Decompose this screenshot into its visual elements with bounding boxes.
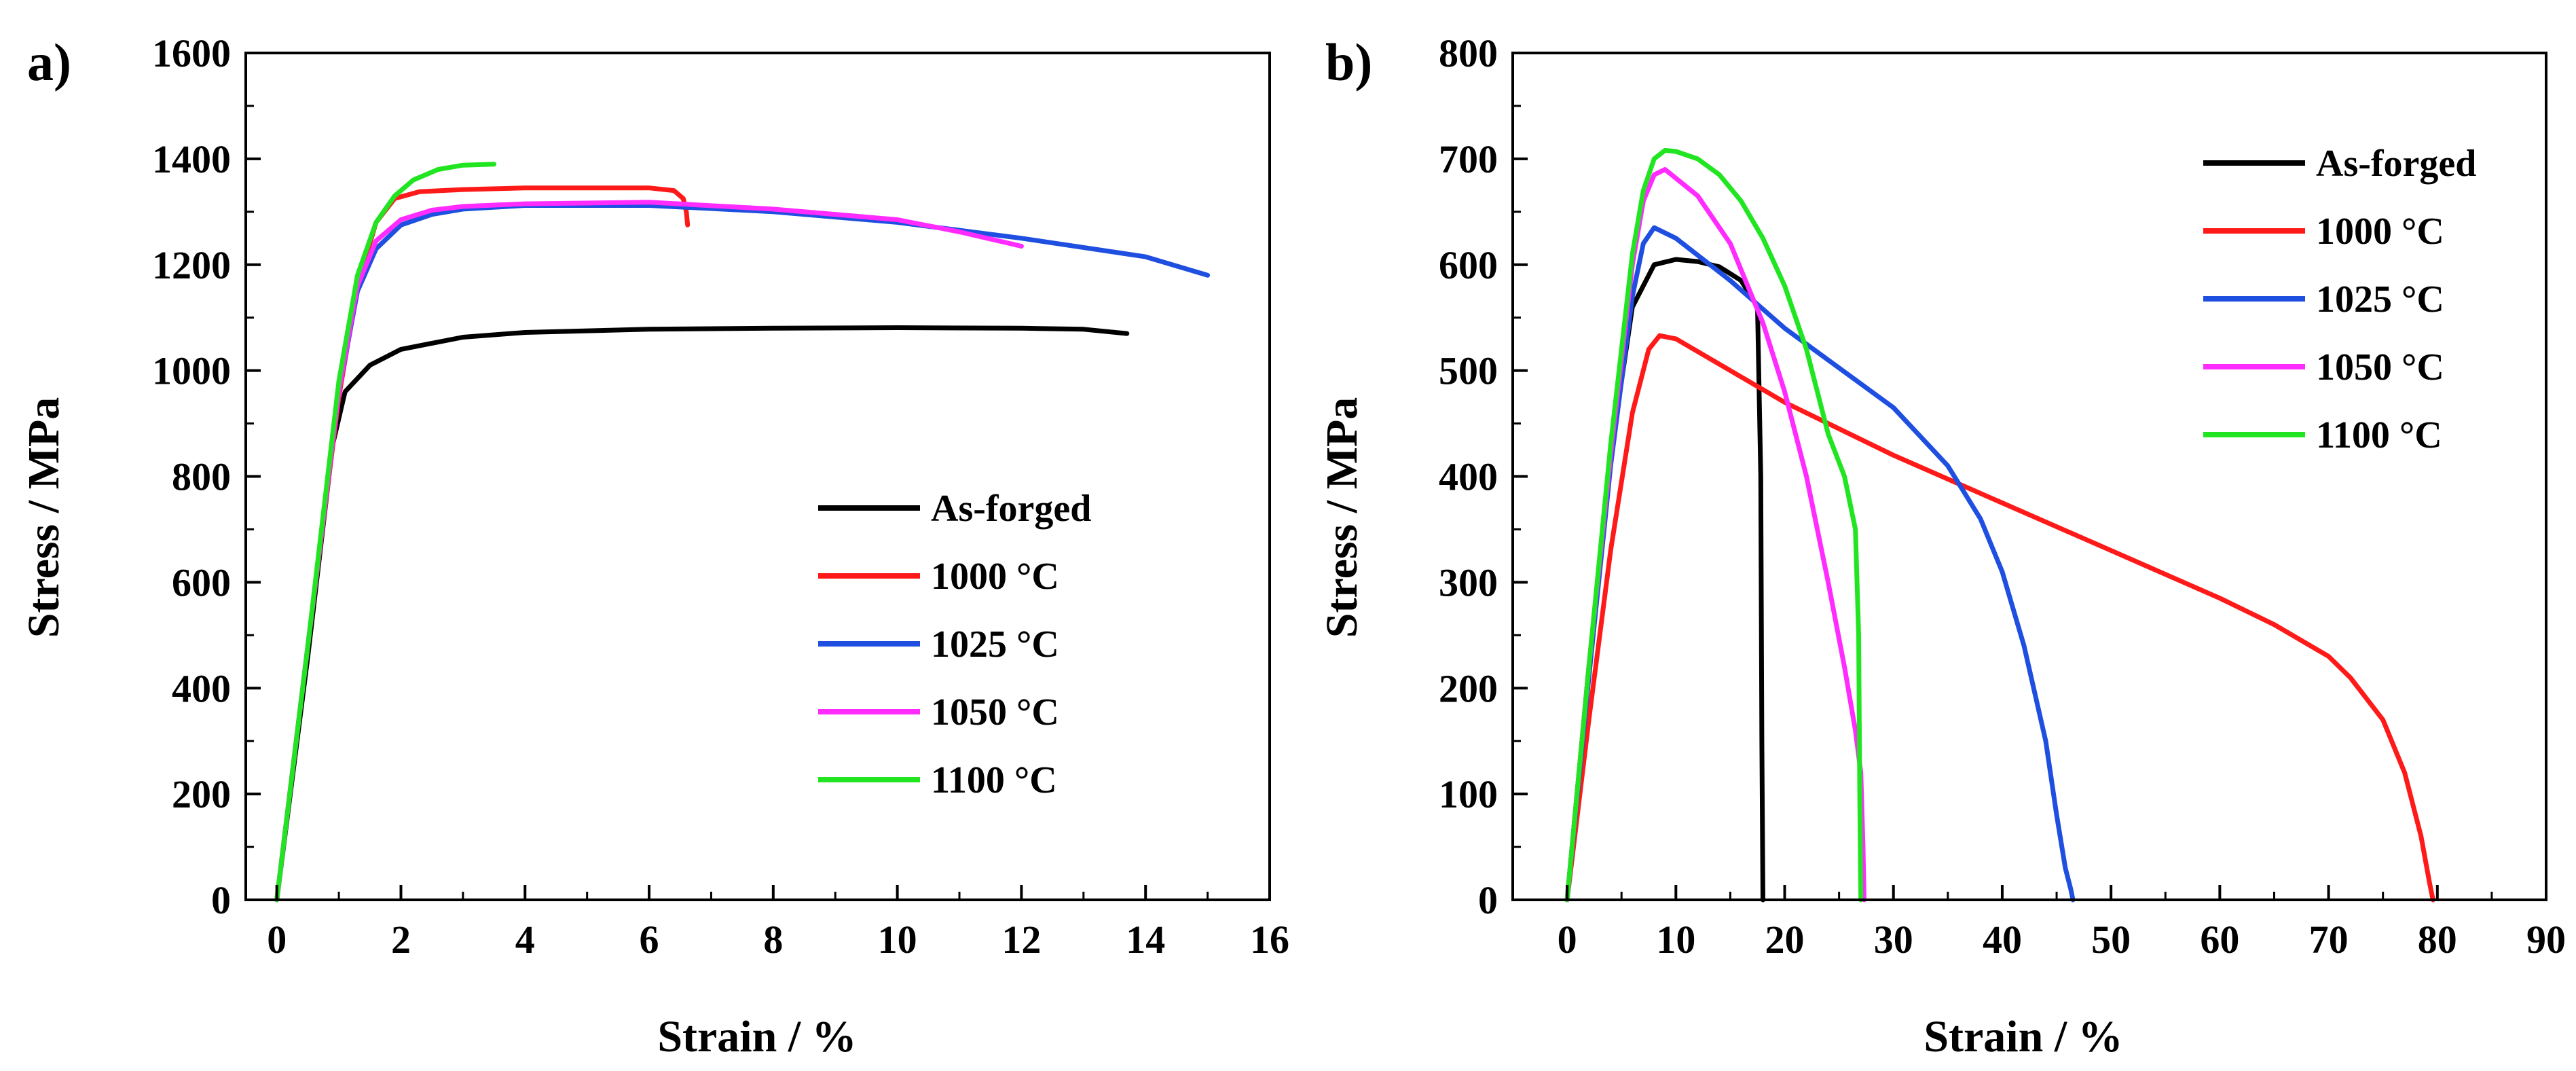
series-group-b <box>1564 147 2435 903</box>
legend-b: As-forged 1000 °C 1025 °C 1050 °C 1100 °C <box>2203 143 2476 456</box>
chart-panel-a: a) 0 200 400 600 800 1000 1200 1400 1600 0 2 4 6 8 10… <box>19 31 1289 1061</box>
x-tick-labels-b: 0 10 20 30 40 50 60 70 80 90 <box>1558 918 2566 962</box>
x-tick-label: 70 <box>2309 918 2349 962</box>
y-axis-title-a: Stress / MPa <box>19 397 69 638</box>
legend-label: 1100 °C <box>2316 414 2442 456</box>
y-tick-label: 100 <box>1439 772 1498 816</box>
series-line-1025-c <box>1564 225 2076 903</box>
y-tick-label: 1400 <box>152 137 231 181</box>
x-tick-label: 6 <box>640 918 659 962</box>
series-line-1100-c <box>1564 147 1864 903</box>
legend-label: 1050 °C <box>931 691 1059 733</box>
x-tick-label: 16 <box>1250 918 1289 962</box>
y-tick-label: 700 <box>1439 137 1498 181</box>
legend-label: 1100 °C <box>931 759 1057 801</box>
x-tick-label: 40 <box>1983 918 2022 962</box>
chart-panel-b: b) 0 100 200 300 400 500 600 700 800 0 10 20 30 40 50… <box>1317 31 2566 1061</box>
y-tick-label: 1000 <box>152 349 231 393</box>
x-tick-labels-a: 0 2 4 6 8 10 12 14 16 <box>267 918 1289 962</box>
x-tick-label: 90 <box>2526 918 2566 962</box>
x-tick-label: 0 <box>1558 918 1577 962</box>
legend-label: As-forged <box>2316 143 2476 185</box>
legend-label: 1025 °C <box>2316 278 2444 321</box>
y-tick-labels-a: 0 200 400 600 800 1000 1200 1400 1600 <box>152 31 231 922</box>
x-tick-label: 30 <box>1874 918 1913 962</box>
series-line-1100-c <box>274 162 497 903</box>
x-tick-label: 20 <box>1765 918 1805 962</box>
panel-label-b: b) <box>1325 33 1372 92</box>
x-tick-label: 12 <box>1001 918 1041 962</box>
y-tick-label: 1200 <box>152 243 231 287</box>
legend-label: 1050 °C <box>2316 346 2444 388</box>
y-tick-label: 500 <box>1439 349 1498 393</box>
x-tick-label: 8 <box>763 918 783 962</box>
y-tick-label: 300 <box>1439 560 1498 604</box>
x-tick-label: 10 <box>878 918 917 962</box>
y-tick-label: 0 <box>211 878 231 922</box>
x-axis-title-a: Strain / % <box>657 1012 856 1061</box>
y-tick-labels-b: 0 100 200 300 400 500 600 700 800 <box>1439 31 1498 922</box>
x-tick-label: 0 <box>267 918 287 962</box>
x-tick-label: 60 <box>2200 918 2239 962</box>
x-tick-label: 14 <box>1126 918 1165 962</box>
legend-label: As-forged <box>931 488 1091 530</box>
series-line-1000-c <box>1564 333 2435 903</box>
y-tick-label: 400 <box>172 666 231 710</box>
plot-frame-b <box>1511 52 2547 901</box>
y-tick-label: 600 <box>1439 243 1498 287</box>
legend-label: 1025 °C <box>931 623 1059 666</box>
y-tick-label: 600 <box>172 560 231 604</box>
x-tick-label: 10 <box>1656 918 1695 962</box>
y-tick-label: 1600 <box>152 31 231 75</box>
x-tick-label: 50 <box>2091 918 2131 962</box>
plot-frame-a <box>244 52 1271 901</box>
y-tick-label: 800 <box>1439 31 1498 75</box>
legend-a: As-forged 1000 °C 1025 °C 1050 °C 1100 °C <box>818 488 1091 801</box>
y-tick-label: 0 <box>1478 878 1498 922</box>
y-tick-label: 400 <box>1439 455 1498 499</box>
x-tick-label: 4 <box>515 918 535 962</box>
legend-label: 1000 °C <box>931 556 1059 598</box>
y-axis-title-b: Stress / MPa <box>1317 397 1367 638</box>
x-tick-label: 2 <box>391 918 411 962</box>
x-axis-title-b: Strain / % <box>1924 1012 2122 1061</box>
legend-label: 1000 °C <box>2316 211 2444 253</box>
panel-label-a: a) <box>27 33 71 92</box>
y-tick-label: 200 <box>1439 666 1498 710</box>
x-tick-label: 80 <box>2418 918 2457 962</box>
y-tick-label: 200 <box>172 772 231 816</box>
y-tick-label: 800 <box>172 455 231 499</box>
series-group-a <box>274 162 1211 903</box>
